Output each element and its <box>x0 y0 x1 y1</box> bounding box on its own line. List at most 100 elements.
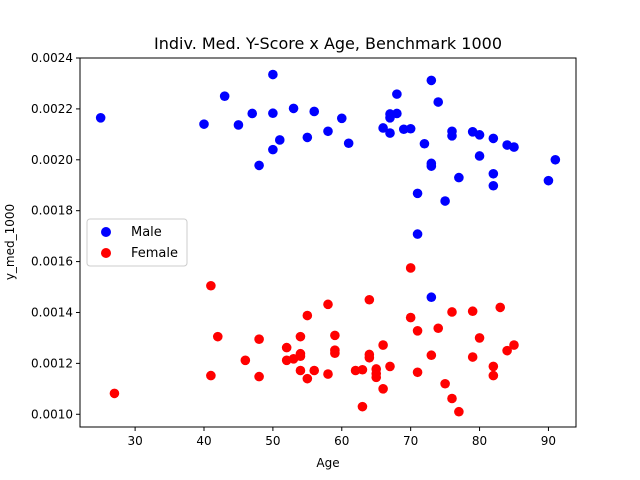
data-point-male <box>199 119 209 129</box>
data-point-male <box>426 75 437 86</box>
data-point-female <box>509 340 519 350</box>
data-point-female <box>440 378 450 389</box>
data-point-female <box>412 326 423 336</box>
legend: Male Female <box>86 218 188 267</box>
data-point-male <box>419 138 430 149</box>
data-point-male <box>433 97 444 107</box>
y-tick-label: 0.0024 <box>31 51 73 65</box>
data-point-female <box>467 306 478 317</box>
data-point-male <box>454 172 464 183</box>
data-point-male <box>385 128 395 138</box>
data-point-female <box>254 334 264 345</box>
data-point-male <box>385 113 395 123</box>
data-point-male <box>309 106 320 117</box>
data-point-male <box>288 103 299 114</box>
data-point-female <box>502 345 512 356</box>
data-point-male <box>488 133 499 144</box>
data-point-female <box>371 372 382 383</box>
y-tick-label: 0.0010 <box>31 407 73 421</box>
data-point-female <box>385 361 395 372</box>
data-point-male <box>405 123 416 134</box>
data-point-female <box>357 364 368 375</box>
data-point-male <box>247 108 258 119</box>
data-point-female <box>426 350 437 361</box>
y-axis-label: y_med_1000 <box>3 204 17 280</box>
data-point-female <box>212 331 223 342</box>
data-point-male <box>219 91 230 101</box>
data-point-female <box>240 355 251 366</box>
data-point-female <box>323 299 333 310</box>
data-point-female <box>295 351 306 362</box>
x-tick-label: 90 <box>541 434 556 448</box>
data-point-male <box>474 130 485 140</box>
x-tick-label: 60 <box>334 434 349 448</box>
data-point-male <box>412 188 423 199</box>
data-point-female <box>454 406 464 417</box>
y-tick-label: 0.0018 <box>31 204 73 218</box>
data-point-female <box>364 294 375 305</box>
data-point-male <box>95 113 106 123</box>
data-point-male <box>323 126 333 137</box>
data-point-female <box>357 401 368 412</box>
data-point-female <box>206 370 216 381</box>
x-tick-label: 70 <box>403 434 418 448</box>
data-point-male <box>268 144 278 155</box>
data-point-female <box>378 340 388 350</box>
data-point-female <box>206 280 216 291</box>
data-point-female <box>330 330 340 341</box>
data-point-female <box>309 365 320 376</box>
y-tick-label: 0.0022 <box>31 102 73 116</box>
y-axis: 0.0010 0.0012 0.0014 0.0016 0.0018 0.0020 0.00… <box>31 51 80 421</box>
data-point-male <box>447 131 457 141</box>
data-point-female <box>295 365 306 376</box>
data-point-male <box>426 161 437 171</box>
data-point-female <box>433 323 444 334</box>
data-point-male <box>488 180 499 191</box>
data-point-male <box>233 120 244 130</box>
data-point-female <box>412 367 423 378</box>
data-point-male <box>398 124 409 135</box>
data-point-female <box>295 331 306 342</box>
data-point-female <box>405 263 416 273</box>
data-point-female <box>474 333 485 343</box>
y-tick-label: 0.0020 <box>31 153 73 167</box>
legend-marker-female <box>101 248 111 258</box>
x-tick-label: 40 <box>196 434 211 448</box>
data-point-female <box>109 388 120 399</box>
data-point-female <box>330 348 340 359</box>
y-tick-label: 0.0016 <box>31 255 73 269</box>
data-point-female <box>405 312 416 323</box>
data-point-female <box>378 384 388 394</box>
data-point-female <box>323 369 333 379</box>
data-point-female <box>281 342 292 353</box>
data-point-female <box>302 310 313 321</box>
data-point-female <box>447 393 457 404</box>
data-point-male <box>550 154 561 165</box>
legend-label-female: Female <box>131 246 178 261</box>
data-point-male <box>268 108 278 119</box>
data-point-male <box>268 69 278 80</box>
data-point-male <box>426 292 437 303</box>
data-point-female <box>488 370 499 381</box>
data-point-female <box>467 352 478 362</box>
data-point-male <box>392 108 402 119</box>
data-point-male <box>302 132 313 143</box>
legend-marker-male <box>101 227 111 237</box>
y-tick-label: 0.0012 <box>31 356 73 370</box>
data-point-female <box>254 371 264 382</box>
legend-label-male: Male <box>131 225 162 240</box>
x-tick-label: 30 <box>127 434 142 448</box>
data-point-female <box>488 361 499 372</box>
data-point-male <box>343 138 354 149</box>
data-point-male <box>488 168 499 179</box>
x-axis-label: Age <box>316 456 339 470</box>
data-point-male <box>336 113 347 124</box>
data-point-male <box>274 135 285 145</box>
data-point-female <box>364 352 375 363</box>
legend-frame <box>86 218 188 267</box>
data-point-male <box>254 160 264 171</box>
data-point-male <box>543 175 554 186</box>
x-axis: 30 40 50 60 70 80 90 <box>127 427 556 448</box>
data-point-male <box>412 229 423 239</box>
